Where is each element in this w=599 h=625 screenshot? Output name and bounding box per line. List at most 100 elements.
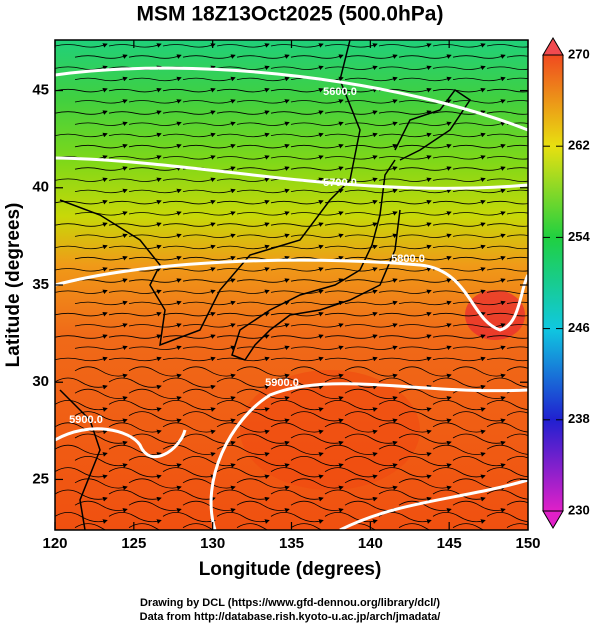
streamline — [236, 523, 269, 530]
streamline — [486, 178, 528, 182]
streamline — [74, 188, 128, 194]
streamline — [324, 489, 378, 502]
title: MSM 18Z13Oct2025 (500.0hPa) — [137, 3, 444, 26]
streamline — [216, 400, 270, 412]
streamline — [506, 234, 528, 237]
streamline — [270, 489, 324, 502]
streamline — [432, 334, 486, 339]
streamline — [216, 489, 270, 502]
streamline — [182, 121, 236, 127]
streamline — [452, 345, 506, 351]
streamline — [55, 244, 108, 250]
contour-label: 5800.0 — [391, 253, 425, 265]
streamline — [236, 188, 290, 194]
streamline — [378, 400, 432, 412]
streamline — [74, 323, 128, 328]
streamline — [486, 290, 528, 294]
streamline — [290, 500, 344, 513]
streamline — [216, 467, 270, 480]
streamline — [506, 279, 528, 282]
streamline — [506, 301, 528, 304]
streamline — [506, 122, 528, 125]
streamline — [486, 335, 528, 339]
streamline — [290, 456, 344, 468]
streamline — [270, 400, 324, 412]
streamline — [108, 289, 162, 295]
map-field: 5600.0 5700.0 5800.0 5900.0 5900.0 — [55, 40, 528, 530]
streamline — [398, 323, 452, 328]
streamline — [128, 99, 182, 104]
streamline — [486, 200, 528, 205]
streamline — [108, 177, 162, 183]
x-tick-label: 135 — [279, 535, 304, 552]
streamline — [398, 523, 431, 530]
streamline — [128, 478, 182, 491]
streamline — [344, 188, 398, 194]
streamline — [270, 311, 324, 317]
streamline — [432, 87, 486, 93]
streamline — [108, 155, 162, 160]
streamline — [398, 255, 452, 261]
streamline — [432, 199, 486, 205]
streamline — [108, 467, 162, 480]
streamline — [55, 267, 108, 272]
streamline — [108, 356, 162, 362]
streamline — [452, 255, 506, 261]
streamline — [216, 422, 270, 435]
x-tick-label: 145 — [437, 535, 462, 552]
streamline — [108, 87, 162, 93]
streamline — [398, 54, 452, 59]
streamline — [74, 99, 128, 104]
streamline — [55, 177, 108, 183]
streamline — [236, 478, 290, 491]
streamline — [128, 188, 182, 194]
streamline — [506, 346, 528, 349]
streamline — [236, 500, 290, 513]
streamline — [344, 366, 398, 379]
streamline — [162, 489, 216, 502]
streamline — [128, 500, 182, 513]
streamline — [378, 422, 432, 435]
streamline — [216, 267, 270, 272]
streamline — [452, 366, 506, 379]
streamline — [128, 166, 182, 171]
streamline — [128, 233, 182, 239]
streamline — [344, 478, 398, 491]
colorbar-tick-label: 246 — [568, 320, 590, 335]
streamline — [236, 143, 290, 149]
streamline — [344, 323, 398, 328]
streamline — [486, 444, 528, 455]
streamline — [216, 512, 270, 524]
colorbar-tick-label: 270 — [568, 46, 590, 61]
streamline — [398, 433, 452, 446]
credit: Data from http://database.rish.kyoto-u.a… — [140, 611, 441, 623]
streamline — [432, 444, 486, 457]
streamline — [128, 388, 182, 401]
streamline — [182, 388, 236, 401]
streamline — [55, 356, 108, 362]
streamline — [270, 155, 324, 160]
streamline — [216, 65, 270, 71]
streamline — [378, 444, 432, 457]
streamline — [128, 323, 182, 328]
streamline — [55, 400, 108, 412]
colorbar-tick-label: 230 — [568, 502, 590, 517]
streamline — [74, 76, 128, 82]
streamline — [236, 76, 290, 82]
streamline — [378, 311, 432, 317]
x-axis-label: Longitude (degrees) — [199, 559, 382, 580]
streamline — [270, 132, 324, 138]
streamline — [162, 244, 216, 250]
streamline — [74, 456, 128, 468]
streamline — [506, 77, 528, 80]
streamline — [108, 199, 162, 205]
streamline — [324, 155, 378, 160]
streamline — [74, 388, 128, 401]
streamline — [324, 65, 378, 71]
streamline — [270, 267, 324, 272]
streamline — [182, 478, 236, 491]
streamline — [290, 143, 344, 149]
contour-label: 5700.0 — [323, 177, 357, 189]
streamline — [506, 324, 528, 327]
streamline — [216, 377, 270, 390]
